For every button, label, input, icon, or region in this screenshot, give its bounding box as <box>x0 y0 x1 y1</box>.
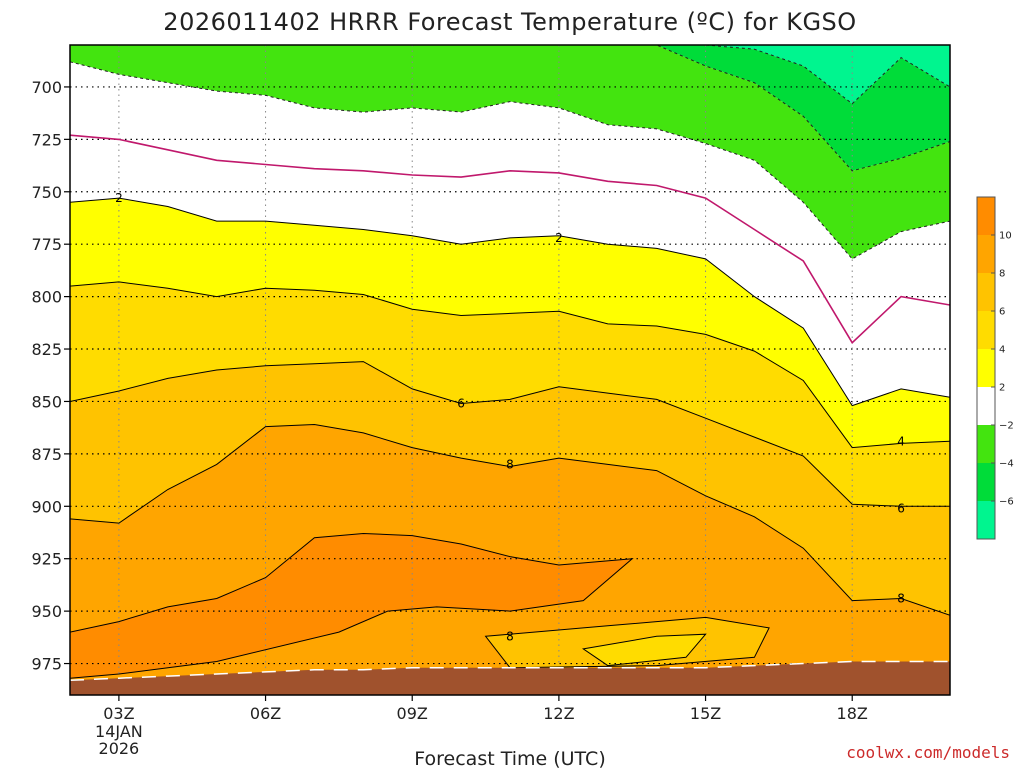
colorbar-swatch-6 <box>977 425 995 463</box>
x-tick-label-03Z: 03Z <box>103 704 134 723</box>
colorbar-swatch-0 <box>977 197 995 235</box>
y-tick-label-925: 925 <box>31 550 62 569</box>
y-tick-label-900: 900 <box>31 497 62 516</box>
fill-6-to-8 <box>70 361 950 616</box>
fill-surface-lobe-4-to-6 <box>583 634 706 666</box>
y-tick-label-850: 850 <box>31 392 62 411</box>
contour-label-6: 6 <box>897 501 905 515</box>
surface-line <box>70 660 950 682</box>
fill-minus2-to-2 <box>70 61 950 406</box>
x-date-label-1: 2026 <box>99 739 140 758</box>
y-tick-label-950: 950 <box>31 602 62 621</box>
y-tick-label-875: 875 <box>31 445 62 464</box>
colorbar-label-3: 4 <box>999 345 1005 356</box>
y-tick-label-725: 725 <box>31 130 62 149</box>
colorbar-legend: 10 8 6 4 2 −2 −4 −6 <box>976 196 1014 540</box>
contour-label-0: 2 <box>115 191 123 205</box>
contour-p8 <box>70 423 950 616</box>
colorbar-label-7: −6 <box>999 497 1014 508</box>
fill-4-to-6 <box>70 281 950 507</box>
y-tick-label-800: 800 <box>31 288 62 307</box>
y-tick-label-975: 975 <box>31 655 62 674</box>
colorbar-swatch-3 <box>977 311 995 349</box>
contour-p2 <box>70 197 950 407</box>
x-tick-label-09Z: 09Z <box>397 704 428 723</box>
contour-labels: 2 2 6 8 8 4 6 8 <box>115 191 905 643</box>
colorbar-swatch-5 <box>977 387 995 425</box>
colorbar-swatch-8 <box>977 501 995 539</box>
contour-label-1: 2 <box>555 231 563 245</box>
colorbar-label-6: −4 <box>999 459 1014 470</box>
contour-lobe-6 <box>581 633 707 667</box>
colorbar-swatch-1 <box>977 235 995 273</box>
contour-p6 <box>70 361 950 507</box>
colorbar-label-5: −2 <box>999 421 1014 432</box>
y-axis: 700 725 750 775 800 825 850 875 900 925 950 975 <box>31 78 70 674</box>
colorbar-swatch-2 <box>977 273 995 311</box>
x-tick-label-18Z: 18Z <box>837 704 868 723</box>
x-tick-label-15Z: 15Z <box>690 704 721 723</box>
fill-2-to-4 <box>70 198 950 448</box>
fill-below-minus6 <box>70 45 950 104</box>
x-axis-label: Forecast Time (UTC) <box>414 748 605 768</box>
fill-minus6-to-minus4 <box>70 45 950 171</box>
temperature-fills <box>70 45 950 695</box>
contour-lines <box>70 45 950 679</box>
x-tick-label-12Z: 12Z <box>543 704 574 723</box>
contour-p10 <box>70 532 634 679</box>
contour-label-2: 6 <box>457 397 465 411</box>
colorbar-swatch-7 <box>977 463 995 501</box>
ground-fill <box>70 661 950 695</box>
colorbar-swatch-4 <box>977 349 995 387</box>
colorbar-label-0: 10 <box>999 231 1012 242</box>
colorbar-label-2: 6 <box>999 307 1005 318</box>
y-tick-label-700: 700 <box>31 78 62 97</box>
plot-area: 2 2 6 8 8 4 6 8 <box>70 45 950 695</box>
grid-lines <box>70 45 950 695</box>
contour-label-4: 8 <box>506 629 514 643</box>
y-tick-label-750: 750 <box>31 183 62 202</box>
y-tick-label-775: 775 <box>31 235 62 254</box>
chart-title: 2026011402 HRRR Forecast Temperature (ºC… <box>163 8 856 36</box>
contour-p4 <box>70 281 950 449</box>
contour-label-5: 4 <box>897 434 905 448</box>
colorbar-label-1: 8 <box>999 269 1005 280</box>
x-date-label-0: 14JAN <box>95 722 143 741</box>
ground-layer <box>70 660 950 695</box>
colorbar-label-4: 2 <box>999 383 1005 394</box>
x-tick-label-06Z: 06Z <box>250 704 281 723</box>
plot-frame <box>69 44 951 696</box>
contour-zero <box>70 134 950 344</box>
fill-above-10 <box>70 533 633 695</box>
contour-label-7: 8 <box>897 592 905 606</box>
y-tick-label-825: 825 <box>31 340 62 359</box>
contour-m2 <box>70 61 950 260</box>
colorbar-frame <box>976 196 996 540</box>
contour-m4 <box>70 45 950 172</box>
fill-minus4-to-minus2 <box>70 45 950 259</box>
credit-label: coolwx.com/models <box>846 743 1010 762</box>
contour-label-3: 8 <box>506 457 514 471</box>
